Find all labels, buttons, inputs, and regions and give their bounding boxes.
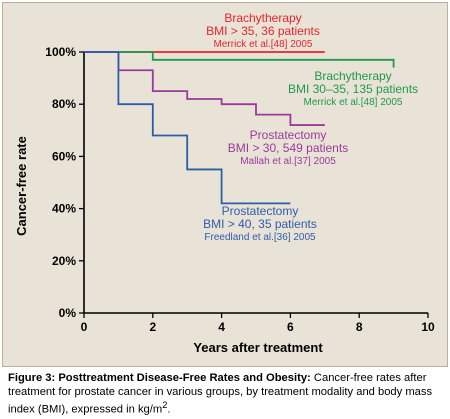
series-label-prost_40-line1: Prostatectomy: [222, 204, 299, 218]
series-label-brachy_35-line3: Merrick et al.[48] 2005: [214, 39, 313, 50]
x-tick-label: 6: [287, 320, 294, 334]
y-tick-label: 40%: [52, 202, 76, 216]
y-tick-label: 20%: [52, 254, 76, 268]
series-line-brachy_30_35: [84, 51, 395, 68]
y-tick-label: 0%: [59, 306, 77, 320]
series-label-brachy_35-line1: Brachytherapy: [224, 11, 301, 25]
series-label-brachy_30_35-line2: BMI 30–35, 135 patients: [288, 82, 418, 96]
series-label-prost_40-line3: Freedland et al.[36] 2005: [204, 232, 316, 243]
y-tick-label: 100%: [45, 45, 76, 59]
caption-title: Figure 3: Posttreatment Disease-Free Rat…: [8, 372, 311, 384]
x-tick-label: 0: [81, 320, 88, 334]
series-label-prost_40-line2: BMI > 40, 35 patients: [203, 217, 317, 231]
x-tick-label: 2: [149, 320, 156, 334]
x-tick-label: 8: [356, 320, 363, 334]
figure-panel: [2, 2, 448, 367]
series-label-prost_30-line2: BMI > 30, 549 patients: [228, 141, 348, 155]
figure-caption: Figure 3: Posttreatment Disease-Free Rat…: [8, 372, 444, 417]
series-label-brachy_30_35-line1: Brachytherapy: [314, 69, 391, 83]
x-axis-label: Years after treatment: [193, 340, 323, 355]
series-label-brachy_35-line2: BMI > 35, 36 patients: [206, 24, 320, 38]
series-label-prost_30-line1: Prostatectomy: [250, 128, 327, 142]
x-tick-label: 4: [218, 320, 225, 334]
y-tick-label: 80%: [52, 97, 76, 111]
caption-body: Cancer-free rates after treatment for pr…: [8, 372, 433, 416]
series-line-prost_30: [84, 51, 325, 126]
series-line-prost_40: [84, 51, 291, 205]
series-label-brachy_30_35-line3: Merrick et al.[48] 2005: [304, 97, 403, 108]
x-tick-label: 10: [421, 320, 435, 334]
series-label-prost_30-line3: Mallah et al.[37] 2005: [240, 156, 336, 167]
y-tick-label: 60%: [52, 149, 76, 163]
y-axis-label: Cancer-free rate: [14, 136, 29, 236]
survival-chart: Cancer-free rate Years after treatment 0…: [14, 11, 435, 355]
caption-end: .: [167, 403, 171, 416]
caption-superscript: 2: [162, 400, 168, 410]
